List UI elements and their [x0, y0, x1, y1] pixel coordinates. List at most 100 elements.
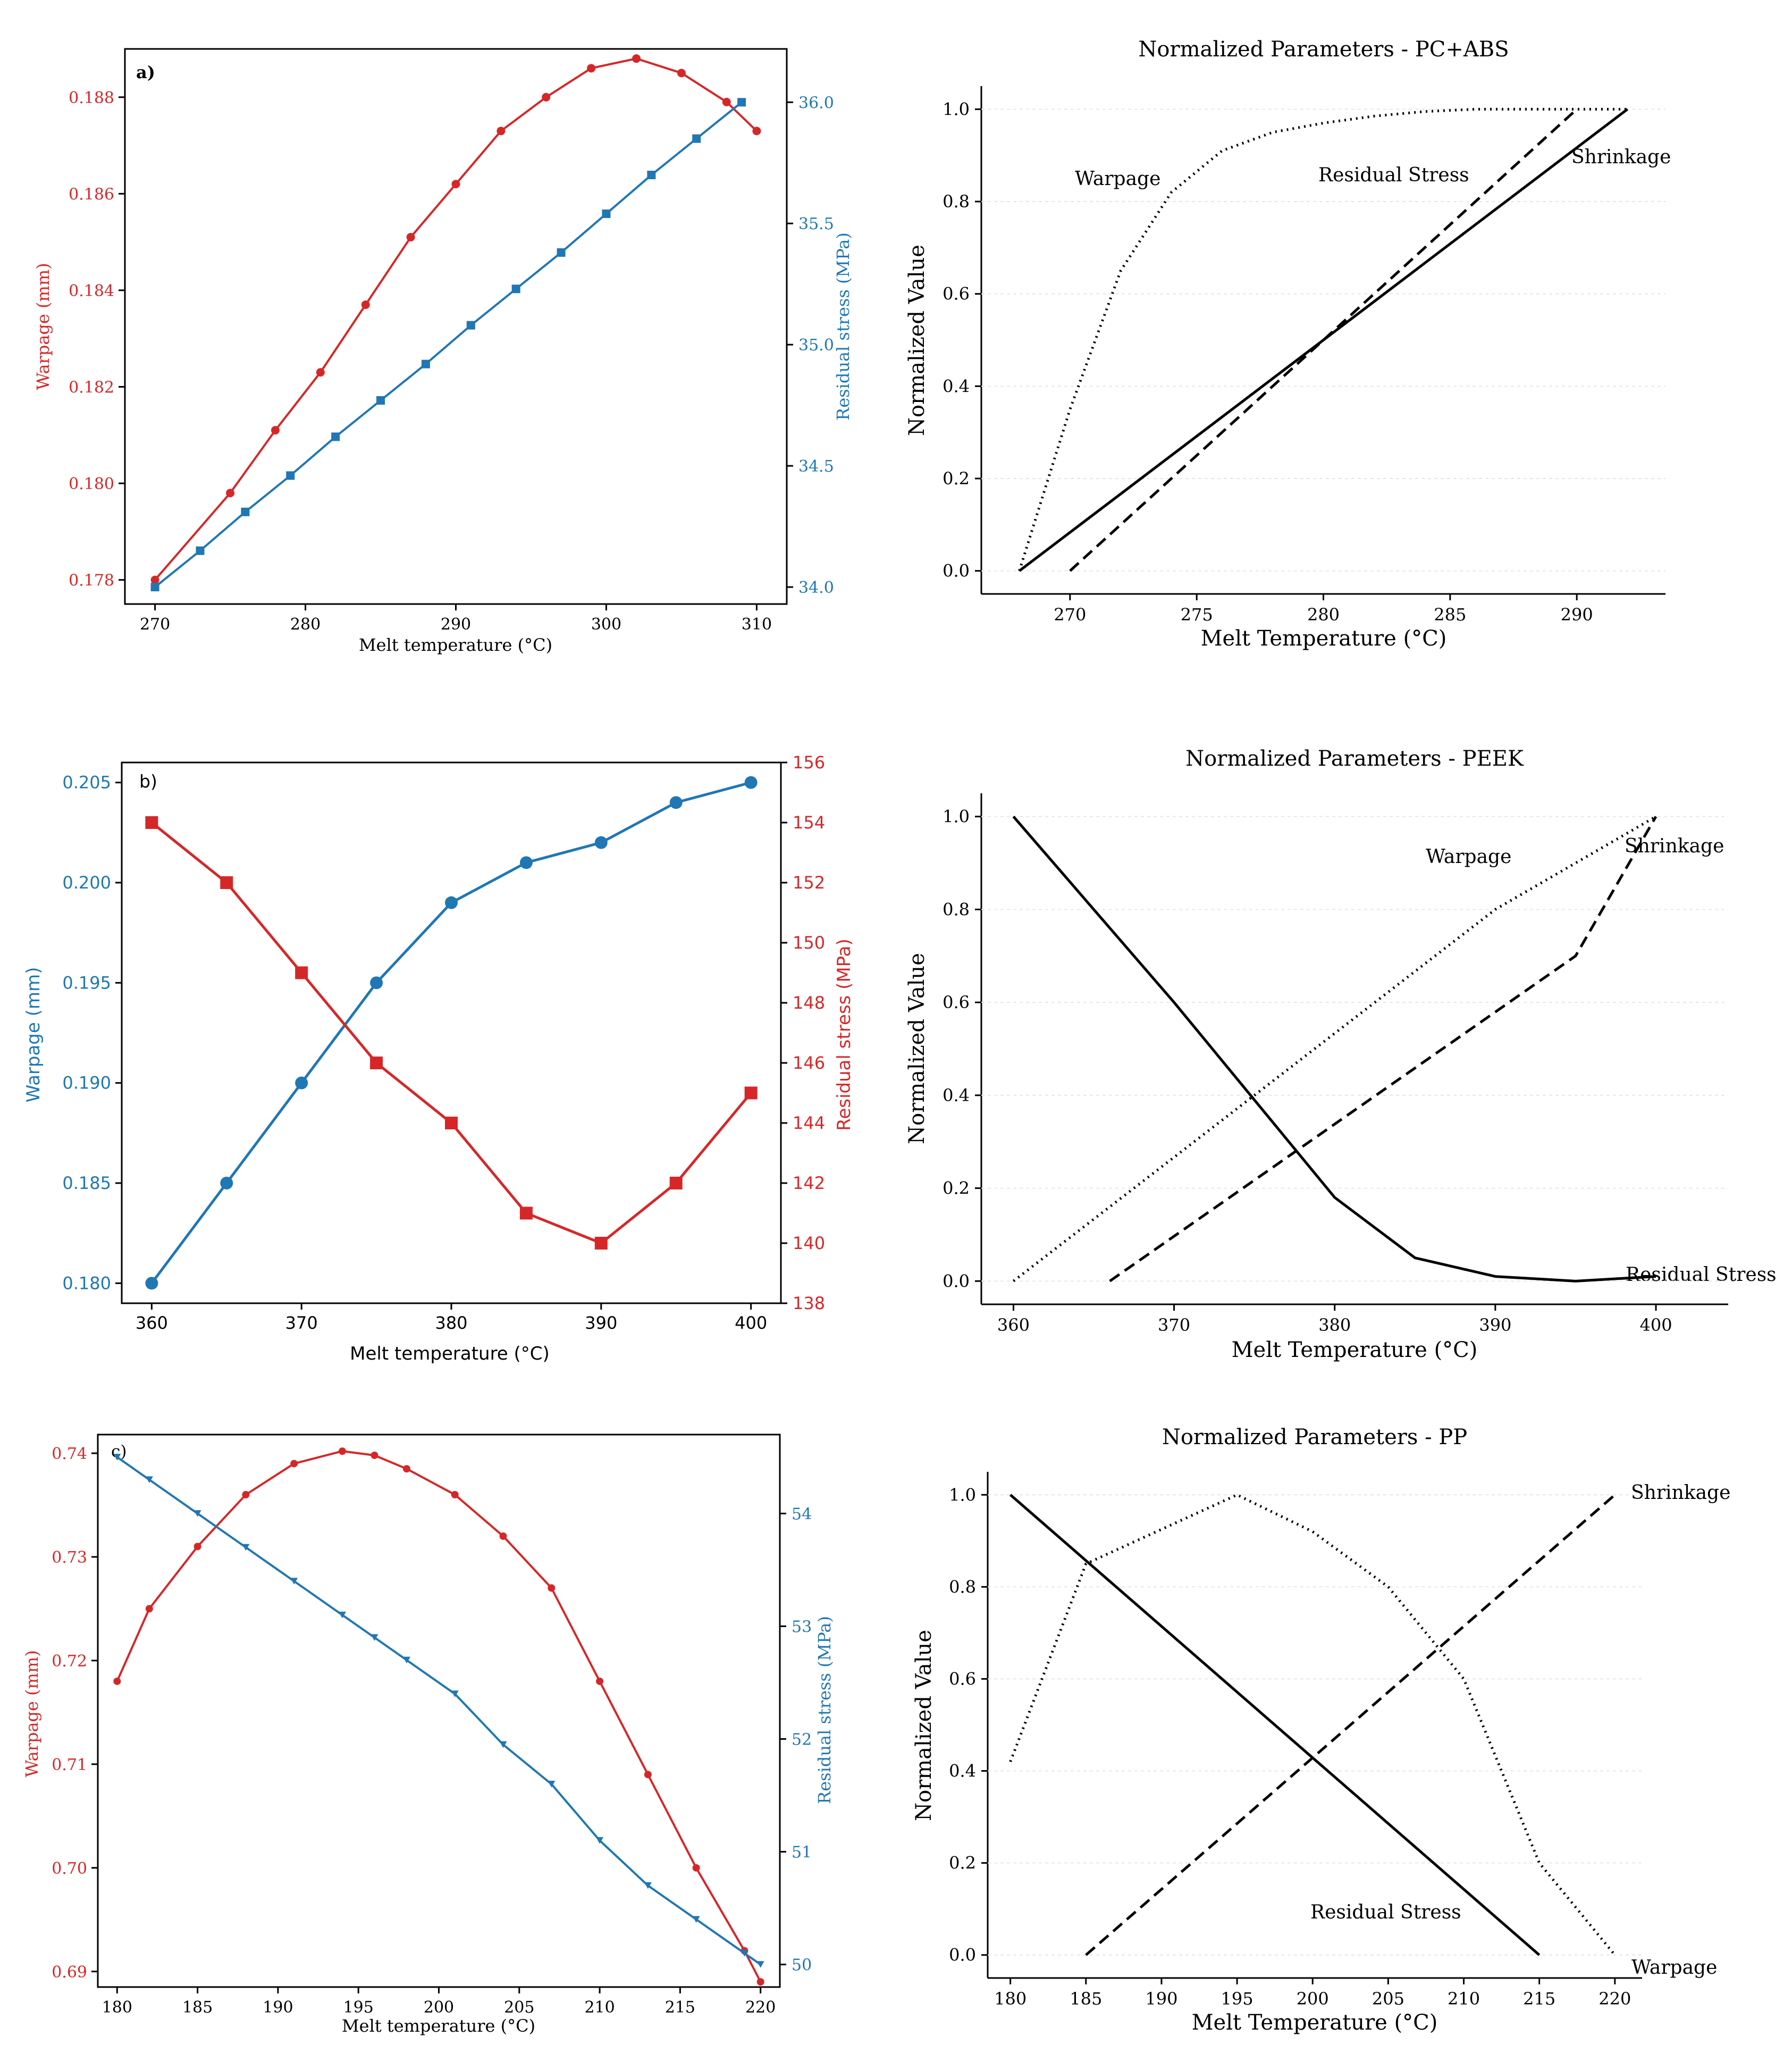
- chart-c-point-warpage: [371, 1451, 378, 1459]
- chart-b-left-tick-label: 0.190: [62, 1073, 111, 1093]
- chart-c-point-warpage: [290, 1460, 298, 1468]
- chart-a-point-residual-stress: [150, 583, 159, 592]
- chart-a-point-warpage: [722, 97, 731, 106]
- chart-pp-x-tick-label: 210: [1448, 1989, 1480, 2009]
- chart-c-x-tick-label: 210: [584, 1998, 615, 2017]
- chart-a-left-tick-label: 0.184: [69, 282, 114, 300]
- chart-b-panel-label: b): [139, 771, 157, 792]
- chart-peek-y-tick-label: 0.4: [943, 1085, 970, 1105]
- chart-c-left-tick-label: 0.70: [52, 1859, 87, 1878]
- chart-a-right-tick-label: 36.0: [798, 94, 834, 112]
- chart-c-left-tick-label: 0.73: [52, 1548, 87, 1567]
- chart-c-right-tick-label: 54: [792, 1505, 812, 1523]
- chart-peek-y-tick-label: 1.0: [943, 807, 970, 827]
- chart-c-point-residual-stress: [548, 1781, 556, 1788]
- chart-pp-x-tick-label: 190: [1145, 1989, 1177, 2009]
- chart-c-x-axis-label: Melt temperature (°C): [342, 2016, 535, 2036]
- chart-pp-annotation-warpage: Warpage: [1631, 1957, 1717, 1979]
- chart-c-point-residual-stress: [338, 1611, 346, 1619]
- chart-pcabs-y-tick-label: 1.0: [943, 99, 970, 119]
- chart-c-point-residual-stress: [145, 1476, 153, 1484]
- chart-a-right-tick-label: 35.0: [798, 336, 834, 355]
- chart-b-right-tick-label: 148: [793, 993, 825, 1013]
- chart-a-x-tick-label: 290: [441, 615, 471, 634]
- chart-pp-y-tick-label: 0.2: [949, 1853, 976, 1873]
- chart-pcabs-y-axis-label: Normalized Value: [905, 245, 929, 436]
- chart-c-point-residual-stress: [371, 1634, 378, 1641]
- chart-a-point-residual-stress: [602, 209, 611, 219]
- chart-a-right-axis-label: Residual stress (MPa): [833, 232, 853, 421]
- chart-c-x-tick-label: 185: [182, 1998, 213, 2017]
- chart-b-point-residual-stress: [295, 966, 308, 979]
- chart-c-point-residual-stress: [242, 1544, 250, 1551]
- chart-pp-series-shrinkage: [1085, 1494, 1616, 1956]
- chart-a-point-warpage: [542, 93, 551, 102]
- chart-pcabs-x-tick-label: 290: [1561, 605, 1593, 625]
- chart-b-left-tick-label: 0.185: [62, 1173, 111, 1193]
- chart-pp-y-tick-label: 1.0: [949, 1485, 976, 1505]
- chart-pp-y-tick-label: 0.8: [949, 1577, 976, 1597]
- chart-a-point-warpage: [150, 575, 159, 584]
- chart-a-left-tick-label: 0.180: [69, 475, 114, 493]
- chart-a-series-line-residual-stress: [154, 101, 743, 588]
- chart-c-x-tick-label: 200: [424, 1998, 454, 2017]
- chart-peek-series-warpage: [1012, 815, 1657, 1283]
- chart-a-point-warpage: [226, 489, 235, 498]
- chart-peek-x-tick-label: 400: [1639, 1315, 1672, 1335]
- chart-a-x-tick-label: 300: [591, 615, 621, 634]
- chart-peek-y-axis-label: Normalized Value: [905, 953, 929, 1144]
- chart-c-left-tick-label: 0.71: [52, 1756, 87, 1774]
- chart-c-point-warpage: [338, 1447, 346, 1455]
- chart-peek-annotation-residual-stress: Residual Stress: [1626, 1264, 1777, 1286]
- chart-peek-series-shrinkage: [1109, 816, 1658, 1283]
- chart-a-panel-label: a): [136, 62, 155, 82]
- chart-b-x-tick-label: 390: [585, 1313, 617, 1333]
- chart-pp-y-tick-label: 0.0: [949, 1945, 976, 1965]
- chart-c-point-residual-stress: [741, 1950, 748, 1957]
- chart-pp-y-axis-label: Normalized Value: [912, 1630, 936, 1821]
- chart-a-left-tick-label: 0.182: [69, 378, 114, 397]
- chart-c-left-tick-label: 0.72: [52, 1652, 87, 1671]
- chart-c-x-tick-label: 190: [263, 1998, 293, 2017]
- chart-c-point-residual-stress: [290, 1578, 298, 1585]
- chart-peek-x-tick-label: 370: [1158, 1315, 1190, 1335]
- chart-b-right-tick-label: 144: [793, 1113, 825, 1133]
- chart-c-point-warpage: [145, 1605, 153, 1613]
- chart-b-point-warpage: [220, 1177, 233, 1189]
- chart-peek-annotation-shrinkage: Shrinkage: [1625, 835, 1724, 857]
- chart-c-point-warpage: [451, 1491, 459, 1499]
- chart-peek-annotation-warpage: Warpage: [1426, 846, 1511, 868]
- chart-pp-annotation-residual-stress: Residual Stress: [1310, 1901, 1461, 1923]
- chart-pp-x-tick-label: 200: [1297, 1989, 1329, 2009]
- chart-b-point-residual-stress: [669, 1177, 683, 1189]
- chart-b-right-tick-label: 154: [793, 812, 825, 833]
- chart-b-left-axis-label: Warpage (mm): [23, 967, 44, 1103]
- chart-a-point-warpage: [497, 127, 506, 136]
- chart-a-point-warpage: [271, 426, 280, 435]
- chart-a-point-residual-stress: [466, 321, 475, 330]
- chart-b-left-tick-label: 0.200: [62, 873, 111, 893]
- chart-a-point-residual-stress: [511, 284, 520, 294]
- chart-a-point-warpage: [587, 64, 596, 73]
- chart-b-point-warpage: [295, 1076, 308, 1089]
- chart-a-x-tick-label: 280: [290, 615, 321, 634]
- chart-a-point-residual-stress: [286, 471, 295, 480]
- chart-c-point-warpage: [692, 1864, 700, 1872]
- chart-c-point-residual-stress: [596, 1837, 604, 1844]
- chart-pcabs-y-tick-label: 0.4: [943, 376, 970, 396]
- chart-b-point-residual-stress: [145, 816, 158, 829]
- chart-peek-y-tick-label: 0.0: [943, 1271, 970, 1291]
- chart-c-point-residual-stress: [756, 1961, 764, 1968]
- chart-pp-title: Normalized Parameters - PP: [1162, 1425, 1467, 1449]
- chart-pcabs-title: Normalized Parameters - PC+ABS: [1138, 37, 1509, 62]
- chart-c-point-residual-stress: [692, 1916, 700, 1923]
- chart-peek-x-tick-label: 380: [1318, 1315, 1351, 1335]
- chart-a-point-warpage: [361, 300, 370, 309]
- chart-pcabs-series-residual-stress: [1069, 108, 1578, 572]
- chart-a-point-warpage: [632, 54, 641, 63]
- chart-pcabs-y-tick-label: 0.6: [943, 284, 970, 304]
- chart-pp-x-tick-label: 180: [994, 1989, 1027, 2009]
- chart-c-point-warpage: [548, 1584, 556, 1592]
- chart-a-point-residual-stress: [557, 248, 566, 257]
- chart-c-warpage-stress-pp: c) Melt temperature (°C) Warpage (mm) Re…: [22, 1434, 835, 2036]
